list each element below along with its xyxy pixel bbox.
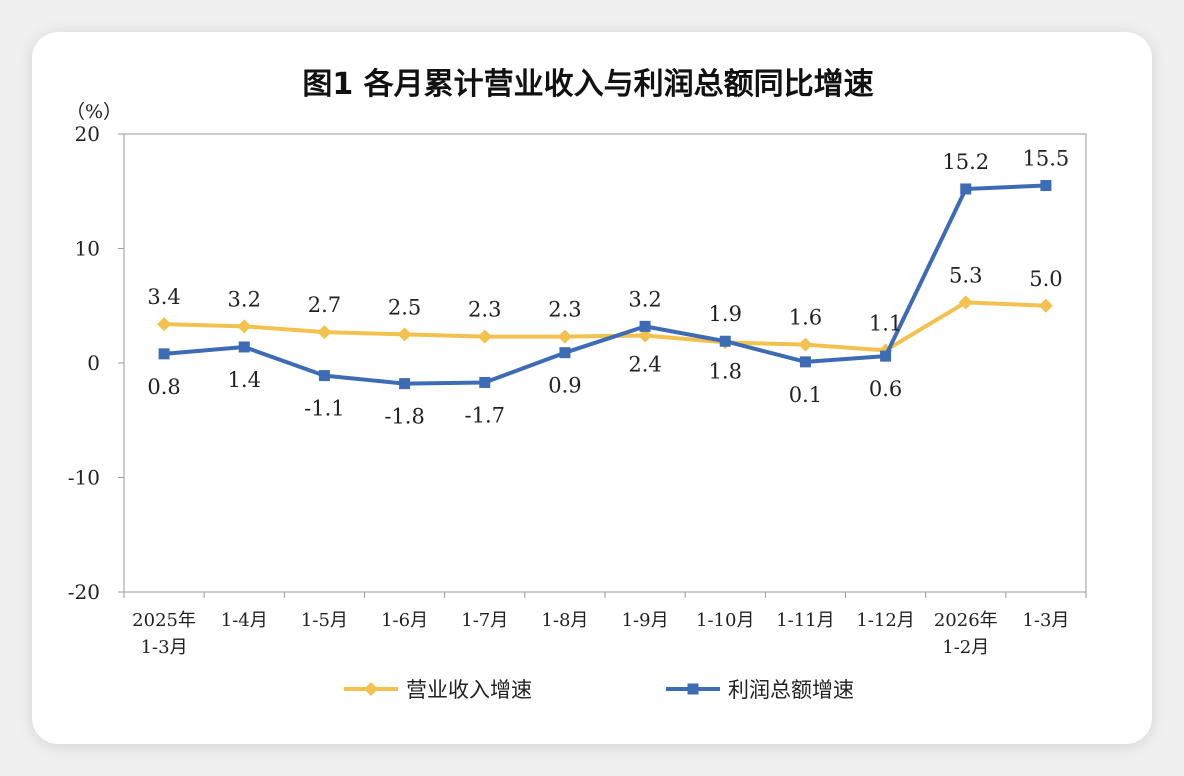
data-point-square: [318, 370, 330, 382]
x-tick-label: 1-12月: [856, 610, 914, 631]
data-point-diamond: [557, 329, 572, 344]
y-tick-label: 10: [75, 237, 100, 261]
profit-data-label: 0.1: [789, 383, 822, 407]
y-tick-label: -20: [68, 580, 100, 604]
profit-data-label: 0.8: [147, 375, 180, 399]
revenue-data-label: 1.1: [869, 311, 902, 335]
y-unit-label: （%）: [66, 101, 122, 123]
chart-title: 图1 各月累计营业收入与利润总额同比增速: [302, 67, 873, 102]
data-point-diamond: [958, 295, 973, 310]
revenue-data-label: 2.7: [308, 293, 341, 317]
profit-data-label: 3.2: [628, 287, 661, 311]
legend-label-2: 利润总额增速: [728, 678, 854, 702]
data-point-square: [880, 350, 892, 362]
data-point-square: [559, 347, 571, 359]
x-tick-label: 2026年: [934, 610, 998, 631]
y-tick-label: 20: [75, 122, 100, 146]
x-tick-label: 1-8月: [541, 610, 588, 631]
profit-data-label: 15.5: [1023, 147, 1070, 171]
revenue-data-label: 2.3: [468, 298, 501, 322]
profit-data-label: -1.8: [384, 405, 425, 429]
x-tick-label: 1-5月: [301, 610, 348, 631]
data-point-diamond: [317, 325, 332, 340]
data-point-diamond: [157, 317, 172, 332]
revenue-data-label: 3.4: [147, 285, 180, 309]
data-point-square: [238, 341, 250, 353]
series-line-1: [164, 300, 1047, 353]
data-point-diamond: [477, 329, 492, 344]
revenue-data-label: 1.8: [709, 359, 742, 383]
data-point-diamond: [1038, 298, 1053, 313]
data-point-square: [799, 356, 811, 368]
data-point-diamond: [638, 328, 653, 343]
revenue-data-label: 1.6: [789, 306, 822, 330]
data-point-diamond: [237, 319, 252, 334]
profit-data-label: 0.6: [869, 377, 902, 401]
revenue-data-label: 5.3: [949, 263, 982, 287]
data-point-square: [479, 376, 491, 388]
data-point-diamond: [397, 327, 412, 342]
x-tick-label: 1-2月: [942, 637, 989, 658]
profit-data-label: -1.7: [465, 403, 506, 427]
x-tick-label: 1-10月: [696, 610, 754, 631]
series-line-2: [163, 183, 1047, 386]
series-group: [157, 180, 1053, 390]
profit-data-label: 15.2: [942, 150, 989, 174]
data-point-square: [399, 378, 411, 390]
chart-svg: 图1 各月累计营业收入与利润总额同比增速 （%） 20 10 0 -10 -20 2025…: [66, 67, 1087, 702]
x-tick-label: 1-7月: [461, 610, 508, 631]
data-point-square: [639, 320, 651, 332]
data-point-square: [158, 348, 170, 360]
x-tick-label: 1-3月: [141, 637, 188, 658]
x-tick-label: 1-4月: [221, 610, 268, 631]
data-point-square: [960, 183, 972, 195]
data-labels-group: 3.4 3.2 2.7 2.5 2.3 2.3 2.4 1.8 1.6 1.1 5.3 5.0 0.8 1…: [147, 147, 1069, 429]
axes: 20 10 0 -10 -20 2025年 1-3月 1-4月 1-5月 1-6月 1-7月 1-8月…: [68, 122, 1087, 658]
revenue-data-label: 2.3: [548, 298, 581, 322]
data-point-square: [1040, 180, 1052, 192]
x-tick-label: 2025年: [132, 610, 196, 631]
legend-marker-square: [687, 683, 699, 695]
x-tick-label: 1-6月: [381, 610, 428, 631]
legend: 营业收入增速 利润总额增速: [344, 678, 854, 702]
revenue-data-label: 3.2: [228, 287, 261, 311]
legend-label-1: 营业收入增速: [406, 678, 532, 702]
revenue-data-label: 5.0: [1029, 267, 1062, 291]
plot-area-border: [123, 133, 1087, 593]
profit-data-label: 1.4: [228, 368, 261, 392]
x-tick-label: 1-9月: [622, 610, 669, 631]
profit-data-label: -1.1: [304, 397, 345, 421]
profit-data-label: 0.9: [548, 374, 581, 398]
y-tick-label: 0: [87, 351, 100, 375]
data-point-diamond: [798, 337, 813, 352]
x-tick-label: 1-11月: [776, 610, 834, 631]
y-tick-label: -10: [68, 466, 100, 490]
revenue-data-label: 2.4: [628, 353, 661, 377]
legend-marker-diamond: [364, 682, 378, 696]
x-tick-label: 1-3月: [1022, 610, 1069, 631]
chart-card: 图1 各月累计营业收入与利润总额同比增速 （%） 20 10 0 -10 -20 2025…: [32, 32, 1152, 744]
profit-data-label: 1.9: [709, 302, 742, 326]
data-point-square: [719, 335, 731, 347]
revenue-data-label: 2.5: [388, 295, 421, 319]
